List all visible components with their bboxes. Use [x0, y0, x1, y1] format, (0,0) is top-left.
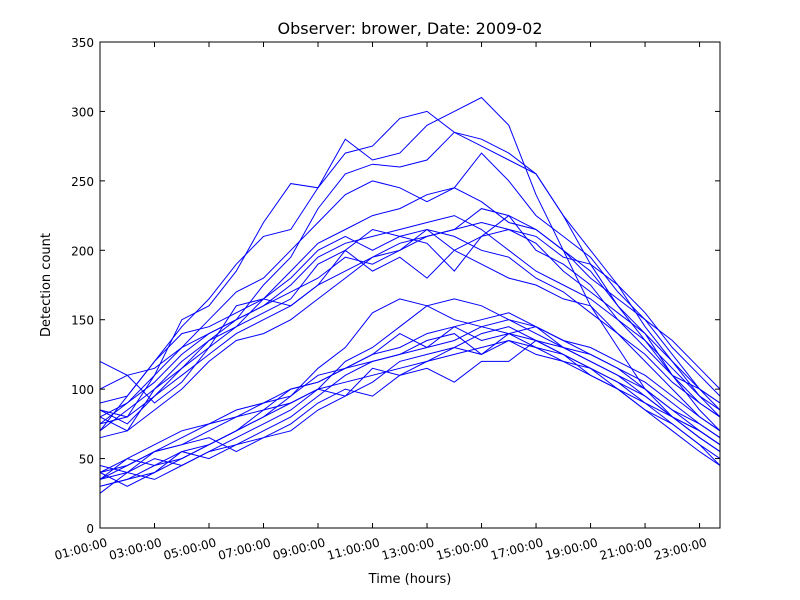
series-line-3 [99, 131, 721, 432]
y-tick-label-6: 250 [71, 175, 94, 189]
y-axis-title: Detection count [39, 233, 54, 337]
series-line-18 [99, 333, 721, 473]
series-line-4 [99, 152, 721, 418]
series-line-6 [99, 215, 721, 404]
y-tick-label-8: 350 [71, 36, 94, 50]
series-line-21 [99, 319, 721, 480]
x-axis-title: Time (hours) [368, 572, 452, 587]
series-line-5 [99, 187, 721, 418]
y-tick-label-1: 0 [86, 522, 94, 536]
series-line-9 [99, 214, 721, 432]
series-line-11 [99, 249, 721, 425]
y-tick-label-3: 100 [71, 383, 94, 397]
y-axis: 0 50 100 150 200 250 300 350 [71, 36, 720, 536]
series-line-1 [99, 96, 721, 446]
series-line-13 [99, 298, 721, 487]
series-line-8 [99, 208, 721, 418]
y-tick-label-4: 150 [71, 314, 94, 328]
y-tick-label-2: 50 [79, 453, 94, 467]
plot-area-frame [99, 41, 721, 529]
y-tick-label-5: 200 [71, 244, 94, 258]
chart-title: Observer: brower, Date: 2009-02 [277, 19, 542, 38]
series-line-19 [99, 339, 721, 487]
series-line-12 [99, 228, 721, 439]
series-line-2 [99, 110, 721, 425]
series-line-22 [99, 312, 721, 473]
y-tick-label-7: 300 [71, 105, 94, 119]
series-line-20 [99, 326, 721, 474]
series-layer [99, 96, 721, 494]
series-line-17 [99, 339, 721, 480]
